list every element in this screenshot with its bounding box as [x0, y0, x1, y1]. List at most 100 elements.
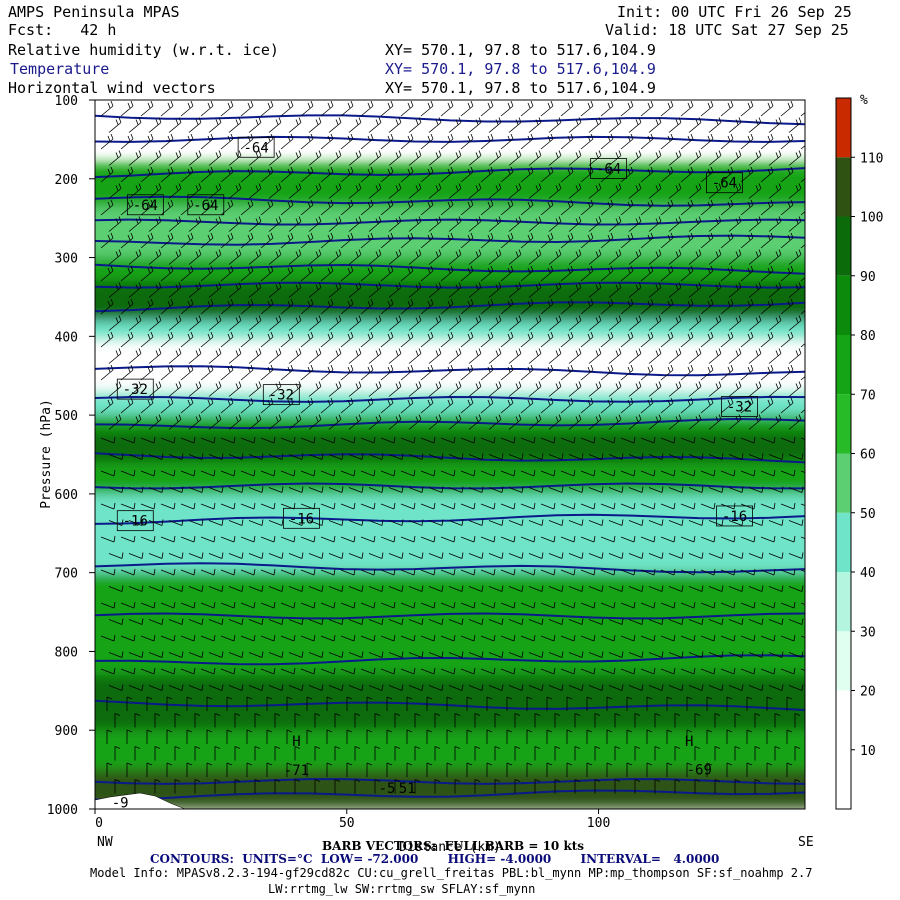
- wind-barb: [260, 100, 274, 117]
- wind-barb: [440, 634, 456, 642]
- wind-barb: [706, 762, 713, 777]
- wind-barb: [328, 684, 344, 691]
- wind-barb: [560, 397, 574, 414]
- wind-barb: [620, 469, 636, 477]
- wind-barb: [488, 651, 504, 658]
- wind-barb: [240, 436, 256, 444]
- contour-label-box: [283, 507, 320, 529]
- wind-barb: [508, 183, 522, 199]
- wind-barb: [288, 249, 302, 265]
- wind-barb: [248, 183, 262, 199]
- wind-barb: [208, 348, 222, 364]
- wind-barb: [734, 713, 741, 728]
- wind-barb: [480, 634, 496, 642]
- wind-barb: [614, 746, 621, 761]
- wind-barb: [688, 519, 704, 526]
- wind-barb: [700, 436, 716, 444]
- wind-barb: [660, 133, 674, 150]
- wind-barb: [780, 232, 794, 249]
- wind-barb: [688, 381, 702, 397]
- wind-barb: [546, 729, 553, 744]
- wind-barb: [120, 535, 136, 543]
- wind-barb: [448, 315, 462, 331]
- wind-barb: [180, 601, 196, 609]
- wind-barb: [460, 199, 474, 216]
- wind-barb: [288, 282, 302, 298]
- wind-barb: [248, 486, 264, 493]
- wind-barb: [708, 453, 724, 460]
- wind-barb: [106, 729, 113, 744]
- wind-barb: [566, 696, 573, 711]
- wind-barb: [168, 618, 184, 625]
- contour-label: -64: [187, 194, 225, 216]
- wind-barb: [694, 713, 701, 728]
- wind-barb: [548, 519, 564, 526]
- contour-label-box: [262, 384, 300, 406]
- wind-barb: [568, 585, 584, 592]
- wind-barb: [668, 381, 682, 397]
- wind-barb: [160, 133, 174, 150]
- wind-barb: [348, 315, 362, 331]
- wind-barb: [168, 282, 182, 298]
- wind-barb: [368, 150, 382, 166]
- wind-barb: [568, 150, 582, 166]
- contour-label: -16: [283, 507, 320, 529]
- wind-barb: [328, 216, 342, 232]
- wind-barb: [240, 502, 256, 510]
- wind-barb: [648, 453, 664, 460]
- wind-barb: [408, 453, 424, 460]
- wind-barb: [348, 486, 364, 493]
- wind-barb: [540, 634, 556, 642]
- wind-barb: [288, 618, 304, 625]
- wind-barb: [120, 634, 136, 642]
- wind-barb: [708, 618, 724, 625]
- wind-barb: [340, 265, 354, 282]
- wind-barb: [200, 667, 216, 675]
- wind-barb: [660, 265, 674, 282]
- wind-barb: [188, 453, 204, 460]
- wind-barb: [168, 414, 182, 430]
- wind-barb: [708, 651, 724, 658]
- wind-barb: [728, 216, 742, 232]
- wind-barb: [260, 298, 274, 315]
- wind-barb: [720, 331, 734, 348]
- wind-barb: [340, 502, 356, 510]
- wind-barb: [120, 265, 134, 282]
- wind-barb: [726, 762, 733, 777]
- wind-barb: [754, 746, 761, 761]
- wind-barb: [280, 436, 296, 444]
- temperature-line: [95, 789, 805, 801]
- wind-barb: [348, 519, 364, 526]
- wind-barb: [368, 216, 382, 232]
- wind-barb: [528, 249, 542, 265]
- wind-barb: [588, 519, 604, 526]
- wind-barb: [154, 746, 161, 761]
- contour-label: -64: [237, 136, 275, 158]
- nw-label: NW: [97, 835, 113, 850]
- wind-barb: [600, 502, 616, 510]
- wind-barb: [468, 150, 482, 166]
- wind-barb: [240, 331, 254, 348]
- wind-barb: [494, 746, 501, 761]
- wind-barb: [408, 486, 424, 493]
- wind-barb: [508, 216, 522, 232]
- wind-barb: [460, 298, 474, 315]
- wind-barb: [700, 364, 714, 381]
- wind-barb: [708, 552, 724, 559]
- wind-barb: [640, 232, 654, 249]
- wind-barb: [300, 364, 314, 381]
- wind-barb: [428, 519, 444, 526]
- wind-barb: [160, 535, 176, 543]
- wind-barb: [188, 651, 204, 658]
- wind-barb: [368, 183, 382, 199]
- wind-barb: [140, 232, 154, 249]
- wind-barb: [388, 150, 402, 166]
- wind-barb: [506, 729, 513, 744]
- wind-barb: [500, 634, 516, 642]
- wind-barb: [234, 746, 241, 761]
- wind-barb: [500, 265, 514, 282]
- wind-barb: [348, 414, 362, 430]
- wind-barb: [620, 667, 636, 675]
- contour-label: -32: [116, 378, 154, 400]
